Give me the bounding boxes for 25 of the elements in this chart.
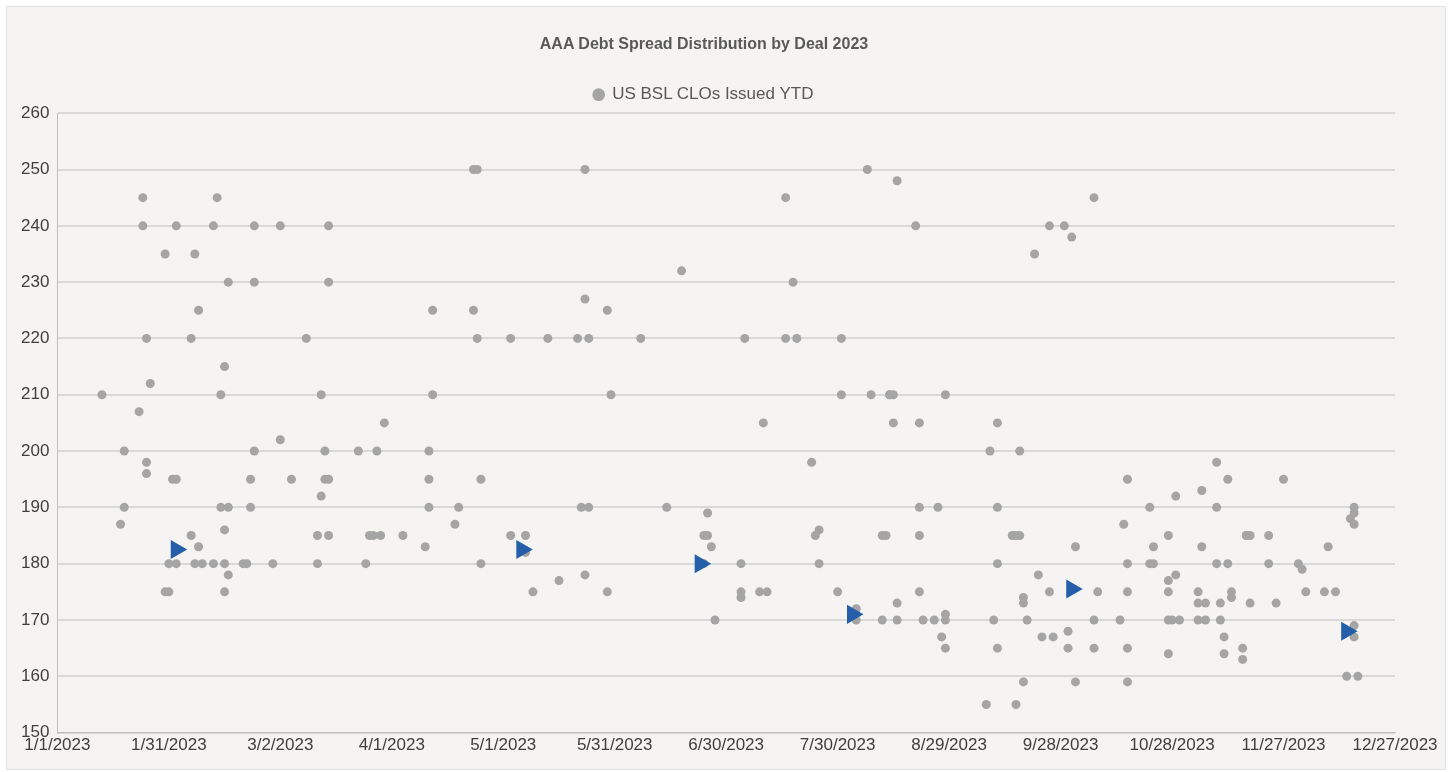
- y-tick-label: 160: [20, 665, 50, 685]
- y-tick-label: 210: [20, 384, 50, 404]
- x-tick-label: 12/27/2023: [1352, 735, 1438, 755]
- y-tick-label: 220: [20, 328, 50, 348]
- x-tick-label: 8/29/2023: [911, 735, 987, 755]
- x-tick-label: 7/30/2023: [799, 735, 876, 755]
- y-tick-label: 240: [20, 215, 50, 235]
- y-tick-label: 190: [20, 497, 50, 517]
- y-tick-label: 170: [20, 609, 50, 629]
- x-tick-label: 4/1/2023: [358, 735, 425, 755]
- y-tick-label: 200: [20, 440, 50, 460]
- x-tick-label: 1/31/2023: [131, 735, 207, 755]
- x-tick-label: 6/30/2023: [688, 735, 764, 755]
- x-tick-label: 5/1/2023: [470, 735, 537, 755]
- y-tick-label: 230: [20, 271, 50, 291]
- y-tick-label: 250: [20, 159, 50, 179]
- x-tick-label: 10/28/2023: [1129, 735, 1215, 755]
- y-tick-label: 180: [20, 553, 50, 573]
- y-tick-label: 260: [20, 102, 50, 122]
- x-tick-label: 5/31/2023: [576, 735, 653, 755]
- chart-title: AAA Debt Spread Distribution by Deal 2023: [539, 35, 869, 53]
- x-tick-label: 3/2/2023: [247, 735, 314, 755]
- legend-label: US BSL CLOs Issued YTD: [612, 84, 814, 104]
- x-tick-label: 11/27/2023: [1241, 735, 1326, 755]
- x-tick-label: 9/28/2023: [1022, 735, 1099, 755]
